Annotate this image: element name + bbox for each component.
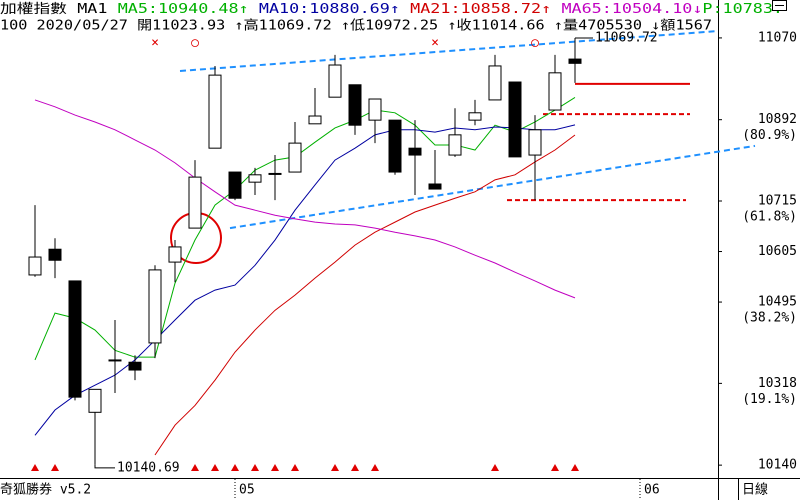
candle-body <box>68 280 82 398</box>
signal-marker <box>51 464 59 471</box>
price-label: P:10783. <box>702 2 783 17</box>
candle-body <box>128 361 142 371</box>
annotation-label: 11069.72 <box>595 31 658 46</box>
candle-body <box>548 72 562 111</box>
legend-label: MA5:10940.48 <box>118 2 239 17</box>
ma-line <box>34 96 576 361</box>
y-tick-label: 10892 <box>758 112 797 127</box>
ma-line <box>154 134 576 456</box>
signal-marker <box>31 464 39 471</box>
annotation-leader <box>94 464 115 469</box>
signal-marker <box>211 464 219 471</box>
legend-arrow: ↑ <box>541 2 551 17</box>
top-marker: × <box>431 36 439 51</box>
legend-arrow: ↑ <box>239 2 249 17</box>
header-line: 加權指數 MA1 MA5:10940.48 ↑ MA10:10880.69 ↑ MA21:1… <box>0 2 783 17</box>
candle-body <box>408 147 422 156</box>
top-marker: ○ <box>531 36 539 51</box>
candle-body <box>148 269 162 344</box>
candle-body <box>48 248 62 261</box>
ma-line <box>34 124 576 436</box>
candle-body <box>248 174 262 183</box>
candle-body <box>88 388 102 413</box>
candle-body <box>468 112 482 121</box>
candle-body <box>488 65 502 101</box>
signal-marker <box>371 464 379 471</box>
signal-marker <box>491 464 499 471</box>
candle-body <box>168 246 182 263</box>
signal-marker <box>351 464 359 471</box>
candle-body <box>388 119 402 173</box>
signal-marker <box>571 464 579 471</box>
indicator: MA1 <box>77 2 107 17</box>
y-tick-label: 10605 <box>758 244 797 259</box>
top-marker: ○ <box>191 36 199 51</box>
legend-label: MA21:10858.72 <box>410 2 541 17</box>
y-tick-label: 10495 <box>758 295 797 310</box>
legend-label: MA10:10880.69 <box>259 2 390 17</box>
candle-body <box>328 64 342 98</box>
annotation-label: 10140.69 <box>117 460 180 475</box>
candle-body <box>188 176 202 229</box>
ma-line <box>34 99 576 299</box>
candle-body <box>268 172 282 175</box>
title: 加權指數 <box>0 2 67 17</box>
footer-left: 奇狐勝券 v5.2 <box>0 482 91 498</box>
signal-marker <box>231 464 239 471</box>
signal-marker <box>191 464 199 471</box>
signal-marker <box>551 464 559 471</box>
candle-body <box>228 171 242 199</box>
footer-right[interactable]: 日線 <box>742 482 768 498</box>
legend-arrow: ↑ <box>390 2 400 17</box>
y-tick-label: 10715 <box>758 193 797 208</box>
candle-body <box>568 58 582 64</box>
signal-marker <box>331 464 339 471</box>
y-tick-label: 10318 <box>758 376 797 391</box>
legend-label: MA65:10504.10 <box>561 2 692 17</box>
candle-body <box>308 115 322 125</box>
y-tick-label: 10140 <box>758 458 797 473</box>
x-tick-label: 06 <box>644 483 660 498</box>
candle-body <box>208 74 222 149</box>
candle-body <box>508 81 522 158</box>
fib-label: (61.8%) <box>742 209 797 224</box>
candle-body <box>368 98 382 121</box>
candle-body <box>528 129 542 156</box>
y-tick-label: 11070 <box>758 30 797 45</box>
top-marker: × <box>151 36 159 51</box>
x-tick-label: 05 <box>239 483 255 498</box>
signal-marker <box>291 464 299 471</box>
candle-body <box>348 84 362 126</box>
candle-body <box>288 142 302 173</box>
fib-label: (38.2%) <box>742 311 797 326</box>
candle-body <box>428 183 442 190</box>
info-line: 100 2020/05/27 開11023.93 ↑高11069.72 ↑低10… <box>0 18 712 34</box>
candle-body <box>448 134 462 156</box>
trendline <box>229 144 756 230</box>
candle-body <box>28 256 42 276</box>
fib-label: (80.9%) <box>742 128 797 143</box>
candle-body <box>108 359 122 362</box>
signal-marker <box>271 464 279 471</box>
legend-arrow: ↓ <box>692 2 702 17</box>
signal-marker <box>251 464 259 471</box>
fib-label: (19.1%) <box>742 392 797 407</box>
